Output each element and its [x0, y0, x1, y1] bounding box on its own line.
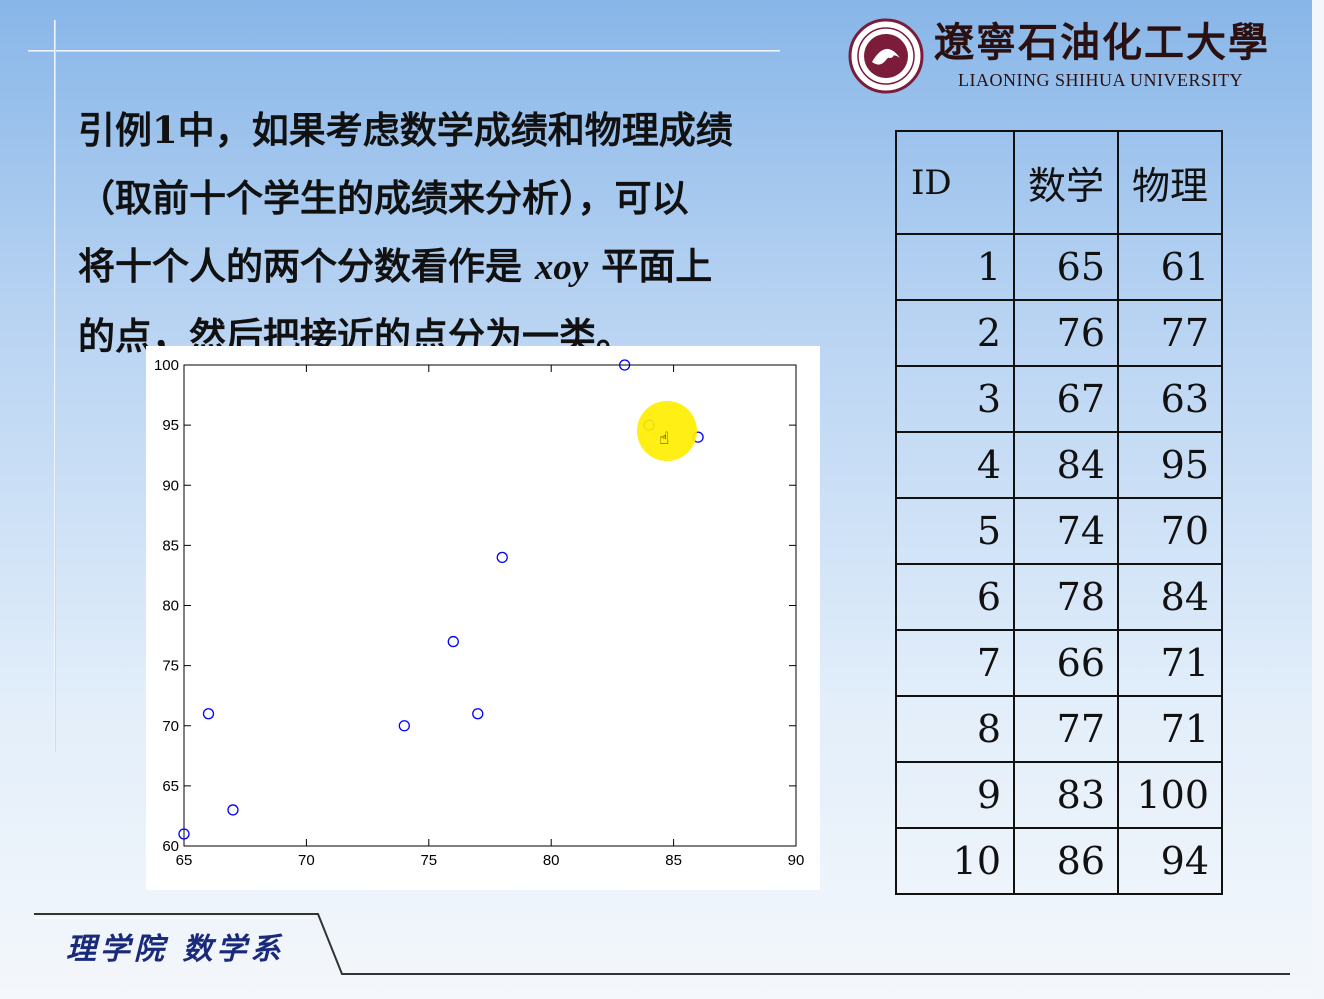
- cell-id: 8: [895, 695, 1015, 763]
- cell-math: 84: [1013, 431, 1119, 499]
- x-tick-label: 75: [420, 852, 437, 869]
- y-tick-label: 65: [162, 778, 179, 795]
- table-row: 6 78 84: [895, 563, 1223, 631]
- x-tick-label: 90: [788, 852, 805, 869]
- x-tick-label: 70: [298, 852, 315, 869]
- cell-math: 65: [1013, 233, 1119, 301]
- table-row: 1 65 61: [895, 233, 1223, 301]
- cell-math: 66: [1013, 629, 1119, 697]
- y-tick-label: 70: [162, 718, 179, 735]
- university-name-en: LIAONING SHIHUA UNIVERSITY: [958, 70, 1243, 90]
- y-tick-label: 85: [162, 537, 179, 554]
- cell-id: 6: [895, 563, 1015, 631]
- window-edge: [1312, 0, 1324, 999]
- cell-math: 67: [1013, 365, 1119, 433]
- header-id: ID: [895, 130, 1015, 235]
- cursor-highlight: [637, 401, 697, 461]
- university-emblem-icon: [848, 18, 924, 94]
- table-row: 3 67 63: [895, 365, 1223, 433]
- hand-pointer-icon: ☝: [659, 429, 670, 449]
- cell-id: 10: [895, 827, 1015, 895]
- plane-variable: xoy: [534, 247, 589, 288]
- table-row: 7 66 71: [895, 629, 1223, 697]
- decorative-rule-horizontal: [28, 50, 780, 51]
- footer-decoration: [34, 913, 1290, 975]
- cell-physics: 63: [1117, 365, 1223, 433]
- cell-physics: 77: [1117, 299, 1223, 367]
- y-tick-label: 95: [162, 417, 179, 434]
- cell-id: 1: [895, 233, 1015, 301]
- decorative-rule-vertical: [54, 20, 55, 752]
- y-tick-label: 60: [162, 838, 179, 855]
- paragraph-line-3: 将十个人的两个分数看作是 xoy 平面上: [78, 232, 858, 302]
- cell-math: 74: [1013, 497, 1119, 565]
- cell-physics: 71: [1117, 629, 1223, 697]
- table-header-row: ID 数学 物理: [895, 130, 1223, 235]
- cell-id: 4: [895, 431, 1015, 499]
- y-tick-label: 75: [162, 658, 179, 675]
- intro-paragraph: 引例1中，如果考虑数学成绩和物理成绩 （取前十个学生的成绩来分析），可以 将十个…: [78, 96, 858, 370]
- data-point: [618, 359, 631, 371]
- cell-math: 83: [1013, 761, 1119, 829]
- table-row: 4 84 95: [895, 431, 1223, 499]
- cell-physics: 61: [1117, 233, 1223, 301]
- cell-id: 3: [895, 365, 1015, 433]
- table-row: 2 76 77: [895, 299, 1223, 367]
- scatter-plot: 65 70 75 80 85 90 60 65 70 75 80 85 90 95 100: [146, 346, 820, 890]
- cell-physics: 70: [1117, 497, 1223, 565]
- table-row: 9 83 100: [895, 761, 1223, 829]
- paragraph-line-3-post: 平面上: [588, 244, 713, 288]
- cell-physics: 95: [1117, 431, 1223, 499]
- scores-table: ID 数学 物理 1 65 61 2 76 77 3 67 63 4 84 95 5 74 70 6…: [895, 130, 1223, 895]
- cell-math: 77: [1013, 695, 1119, 763]
- x-tick-label: 65: [176, 852, 193, 869]
- cell-physics: 94: [1117, 827, 1223, 895]
- cell-physics: 100: [1117, 761, 1223, 829]
- data-point: [227, 804, 239, 816]
- y-tick-label: 100: [154, 357, 179, 374]
- data-point: [398, 720, 410, 732]
- header-math: 数学: [1013, 130, 1119, 235]
- data-point: [472, 708, 484, 720]
- cell-id: 9: [895, 761, 1015, 829]
- data-point: [447, 635, 459, 648]
- table-row: 5 74 70: [895, 497, 1223, 565]
- cell-math: 78: [1013, 563, 1119, 631]
- header-physics: 物理: [1117, 130, 1223, 235]
- cell-id: 5: [895, 497, 1015, 565]
- paragraph-line-1: 引例1中，如果考虑数学成绩和物理成绩: [78, 108, 733, 152]
- cell-math: 86: [1013, 827, 1119, 895]
- university-name-cn: 遼寧石油化工大學: [934, 19, 1270, 66]
- paragraph-line-3-pre: 将十个人的两个分数看作是: [78, 244, 535, 288]
- cell-math: 76: [1013, 299, 1119, 367]
- y-tick-label: 90: [162, 477, 179, 494]
- table-row: 10 86 94: [895, 827, 1223, 895]
- data-point: [496, 551, 508, 564]
- cell-physics: 71: [1117, 695, 1223, 763]
- data-point: [202, 708, 215, 720]
- plot-axes-box: [183, 364, 797, 847]
- cell-id: 7: [895, 629, 1015, 697]
- y-tick-label: 80: [162, 598, 179, 615]
- footer-department: 理学院 数学系: [66, 932, 285, 967]
- data-point: [178, 828, 190, 840]
- paragraph-line-2: （取前十个学生的成绩来分析），可以: [78, 176, 689, 220]
- table-row: 8 77 71: [895, 695, 1223, 763]
- cell-physics: 84: [1117, 563, 1223, 631]
- x-tick-label: 85: [665, 852, 682, 869]
- cell-id: 2: [895, 299, 1015, 367]
- x-tick-label: 80: [543, 852, 560, 869]
